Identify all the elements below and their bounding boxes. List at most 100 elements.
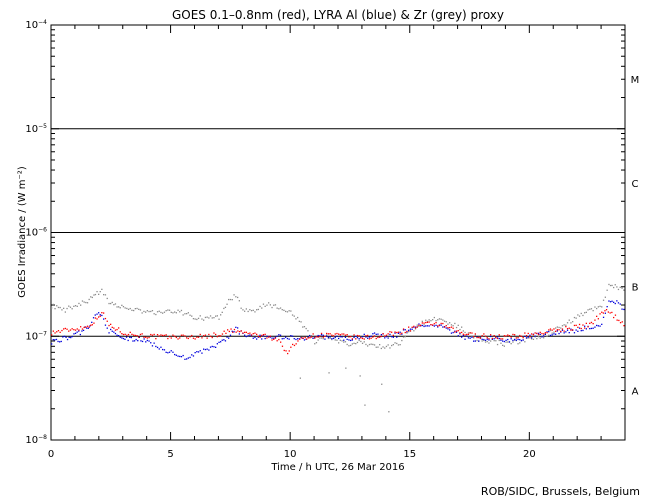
series-2-point: [85, 301, 87, 304]
series-0-point: [175, 336, 177, 339]
series-1-point: [125, 336, 128, 338]
series-0-point: [387, 333, 389, 335]
series-1-point: [148, 340, 150, 342]
series-2-point: [204, 316, 207, 319]
series-0-point: [389, 331, 391, 333]
series-1-point: [578, 327, 581, 329]
series-2-point: [168, 309, 171, 311]
series-1-point: [580, 330, 582, 332]
series-2-point: [319, 337, 321, 339]
series-0-point: [396, 331, 398, 334]
series-0-point: [537, 333, 540, 336]
outlier-point: [359, 375, 361, 377]
series-0-point: [338, 333, 340, 335]
series-0-point: [548, 329, 550, 331]
series-2-point: [572, 321, 574, 323]
series-0-point: [78, 329, 80, 331]
series-0-point: [563, 330, 565, 332]
series-0-point: [187, 337, 189, 340]
series-0-point: [211, 336, 213, 339]
series-2-point: [223, 307, 225, 310]
series-1-point: [54, 339, 56, 341]
series-0-point: [348, 336, 350, 338]
series-0-point: [473, 336, 475, 338]
series-0-point: [343, 333, 345, 335]
series-0-point: [184, 335, 186, 337]
series-0-point: [310, 336, 313, 338]
series-1-point: [322, 334, 324, 336]
series-1-point: [228, 337, 230, 339]
series-1-point: [65, 336, 67, 338]
series-2-point: [377, 346, 379, 348]
series-1-point: [55, 338, 58, 341]
series-2-point: [353, 342, 355, 344]
series-2-point: [309, 336, 311, 338]
series-1-point: [408, 329, 410, 331]
series-2-point: [191, 315, 193, 317]
series-0-point: [440, 322, 442, 325]
series-0-point: [334, 333, 336, 335]
series-0-point: [572, 329, 574, 331]
series-2-point: [122, 306, 125, 308]
series-0-point: [483, 333, 485, 335]
series-2-point: [68, 305, 70, 307]
series-1-point: [411, 328, 413, 330]
x-tick-label-0: 0: [48, 449, 54, 460]
series-2-point: [170, 311, 172, 313]
series-2-point: [180, 309, 183, 312]
series-1-point: [278, 334, 280, 336]
series-0-point: [302, 337, 304, 339]
series-2-point: [63, 307, 65, 309]
series-0-point: [174, 335, 176, 337]
series-1-point: [167, 352, 169, 354]
series-1-point: [389, 333, 391, 336]
series-2-point: [339, 339, 341, 341]
series-1-point: [519, 339, 521, 341]
series-2-point: [56, 305, 58, 307]
series-2-point: [136, 307, 138, 310]
series-1-point: [130, 336, 132, 339]
series-0-point: [240, 330, 242, 332]
series-2-point: [619, 286, 621, 288]
y-axis-label: GOES Irradiance / (W m⁻²): [17, 166, 28, 298]
series-1-point: [341, 336, 343, 338]
series-1-point: [274, 336, 277, 339]
series-1-point: [440, 324, 442, 326]
series-2-point: [338, 342, 340, 344]
series-0-point: [317, 336, 319, 338]
series-1-point: [206, 348, 208, 350]
series-2-point: [174, 311, 176, 313]
series-0-point: [508, 335, 511, 337]
series-0-point: [570, 329, 572, 331]
series-1-point: [553, 333, 555, 335]
series-2-point: [206, 316, 208, 318]
series-0-point: [414, 327, 417, 329]
series-0-point: [532, 334, 535, 336]
series-0-point: [561, 328, 564, 330]
series-1-point: [459, 333, 461, 335]
series-1-point: [135, 338, 137, 341]
series-0-point: [536, 332, 538, 335]
series-0-point: [199, 333, 201, 336]
series-1-point: [113, 331, 115, 333]
series-2-point: [566, 322, 569, 324]
series-0-point: [331, 334, 333, 336]
series-0-point: [355, 338, 357, 340]
series-2-point: [113, 304, 115, 306]
series-2-point: [414, 328, 417, 330]
series-0-point: [268, 336, 270, 338]
series-0-point: [327, 333, 330, 335]
series-0-point: [225, 332, 227, 334]
series-0-point: [447, 327, 449, 329]
series-0-point: [122, 333, 125, 336]
series-0-point: [418, 324, 420, 326]
series-2-point: [510, 343, 512, 345]
series-2-point: [252, 309, 254, 311]
series-1-point: [609, 301, 612, 303]
series-0-point: [133, 334, 135, 336]
series-2-point: [187, 312, 189, 314]
series-2-point: [237, 296, 239, 299]
series-0-point: [409, 330, 412, 332]
series-0-point: [478, 336, 480, 339]
series-2-point: [127, 308, 130, 310]
